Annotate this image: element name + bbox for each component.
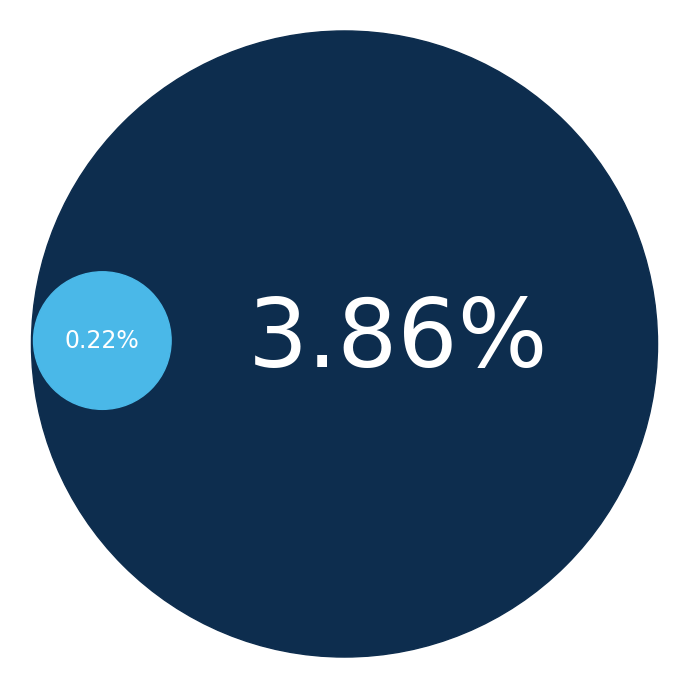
Text: 0.22%: 0.22% [65,329,140,352]
Circle shape [34,272,171,409]
Text: 3.86%: 3.86% [248,294,548,387]
Circle shape [32,31,657,657]
